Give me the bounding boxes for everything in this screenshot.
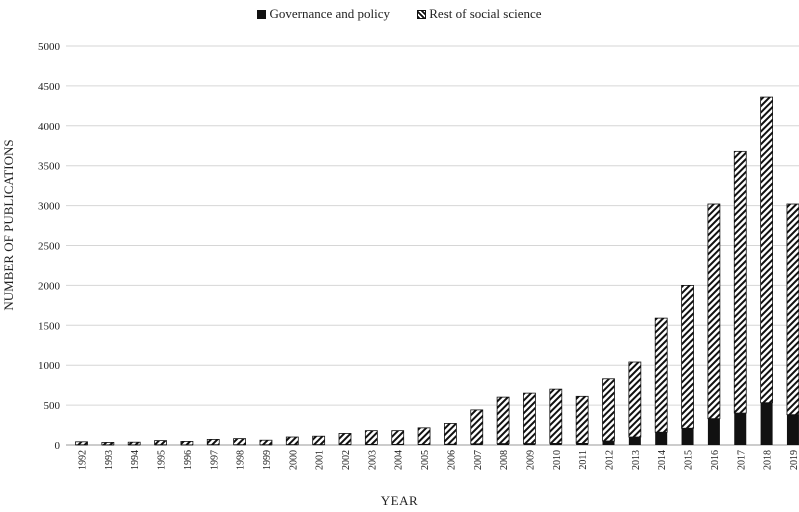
bar-rest (75, 441, 88, 446)
x-axis-ticks: 1992 1993 1994 1995 1996 1997 1998 1999 2000 2001… (78, 450, 799, 470)
y-axis-ticks: 0 500 1000 1500 2000 2500 3000 3500 4000 4500 5000 (38, 41, 61, 452)
bar-rest (786, 203, 799, 416)
bar-rest (285, 436, 299, 446)
bar-governance (707, 418, 720, 445)
hatched-swatch-icon (417, 9, 427, 19)
bar-governance (681, 428, 694, 445)
bar-rest (101, 442, 115, 446)
x-tick-label: 2000 (288, 450, 299, 470)
x-tick-label: 2011 (578, 450, 589, 470)
bar-governance (549, 443, 562, 445)
x-tick-label: 1993 (104, 450, 115, 470)
y-tick-label: 4500 (38, 81, 61, 93)
bar-rest (338, 433, 352, 445)
bar-rest (733, 150, 747, 414)
y-tick-label: 1000 (38, 360, 61, 372)
bar-rest (654, 317, 668, 433)
x-tick-label: 1996 (183, 450, 194, 470)
bar-governance (576, 443, 589, 445)
bar-rest (206, 439, 220, 446)
bar-rest (154, 440, 167, 446)
solid-swatch-icon (257, 9, 267, 19)
bar-governance (760, 402, 773, 445)
x-tick-label: 2013 (631, 450, 642, 470)
x-tick-label: 2009 (525, 450, 536, 470)
bar-rest (364, 430, 378, 445)
bar-rest (523, 392, 536, 444)
x-tick-label: 2017 (736, 450, 747, 470)
bar-rest (575, 395, 589, 444)
x-tick-label: 2004 (394, 450, 405, 470)
bar-governance (523, 443, 536, 445)
x-tick-label: 2010 (552, 450, 563, 470)
legend-label-rest: Rest of social science (429, 6, 542, 21)
bar-governance (497, 443, 510, 445)
x-tick-label: 1997 (209, 450, 220, 470)
x-tick-label: 2008 (499, 450, 510, 470)
x-tick-label: 1995 (157, 450, 168, 470)
bars (75, 96, 799, 446)
x-tick-label: 2006 (446, 450, 457, 470)
x-tick-label: 1992 (78, 450, 89, 470)
bar-rest (180, 441, 194, 446)
y-tick-label: 500 (44, 400, 61, 412)
bar-governance (786, 414, 799, 445)
bar-rest (233, 438, 247, 446)
x-tick-label: 2005 (420, 450, 431, 470)
x-tick-label: 2001 (315, 450, 326, 470)
legend-item-governance: Governance and policy (257, 6, 390, 22)
y-tick-label: 0 (55, 440, 61, 452)
x-tick-label: 1999 (262, 450, 273, 470)
x-tick-label: 2002 (341, 450, 352, 470)
bar-governance (470, 443, 483, 445)
bar-rest (681, 284, 694, 429)
gridlines (66, 45, 799, 446)
bar-rest (602, 378, 615, 442)
bar-rest (127, 441, 141, 446)
bar-rest (628, 361, 642, 438)
legend: Governance and policy Rest of social sci… (0, 6, 799, 23)
x-tick-label: 2014 (657, 450, 668, 470)
bar-rest (549, 388, 563, 444)
legend-item-rest: Rest of social science (417, 6, 542, 22)
bar-rest (707, 203, 721, 420)
x-tick-label: 2003 (367, 450, 378, 470)
y-tick-label: 2000 (38, 280, 61, 292)
y-tick-label: 4000 (38, 121, 61, 133)
y-tick-label: 5000 (38, 41, 61, 53)
bar-rest (443, 423, 457, 445)
x-tick-label: 2007 (473, 450, 484, 470)
x-axis-label: YEAR (380, 493, 419, 508)
x-tick-label: 2012 (605, 450, 616, 470)
bar-rest (312, 435, 326, 446)
x-tick-label: 2019 (789, 450, 799, 470)
bar-governance (602, 441, 615, 445)
x-tick-label: 1998 (236, 450, 247, 470)
bar-governance (734, 413, 747, 445)
legend-label-governance: Governance and policy (269, 6, 391, 21)
bar-rest (470, 409, 484, 445)
bar-rest (496, 396, 510, 444)
y-axis-label: NUMBER OF PUBLICATIONS (1, 139, 16, 311)
y-tick-label: 1500 (38, 320, 61, 332)
y-tick-label: 3000 (38, 201, 61, 213)
y-tick-label: 2500 (38, 241, 61, 253)
x-tick-label: 1994 (130, 450, 141, 470)
bar-rest (259, 439, 273, 446)
bar-governance (655, 432, 668, 445)
x-tick-label: 2018 (763, 450, 774, 470)
bar-rest (417, 427, 431, 445)
x-tick-label: 2016 (710, 450, 721, 470)
y-tick-label: 3500 (38, 161, 61, 173)
x-tick-label: 2015 (684, 450, 695, 470)
bar-governance (628, 437, 641, 445)
bar-rest (760, 96, 773, 404)
bar-rest (391, 430, 405, 445)
